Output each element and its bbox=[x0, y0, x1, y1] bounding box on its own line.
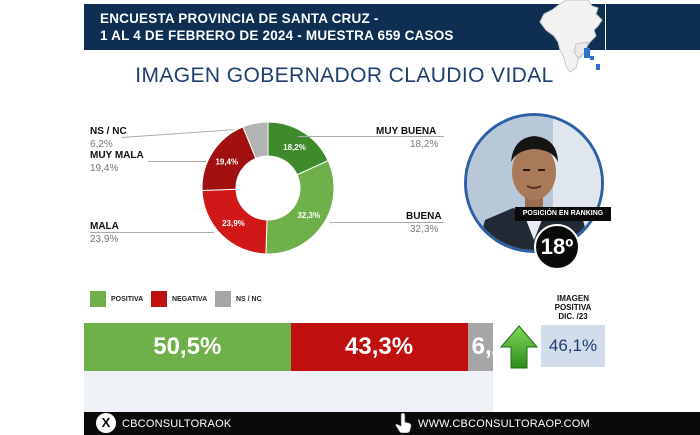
label-ns-nc: NS / NC bbox=[90, 126, 127, 137]
donut-data-label: 23,9% bbox=[222, 219, 245, 228]
legend-negativa: NEGATIVA bbox=[151, 291, 207, 307]
donut-chart: 18,2% 32,3% 23,9% 19,4% bbox=[201, 121, 335, 255]
legend-swatch-positiva bbox=[90, 291, 106, 307]
previous-value: 46,1% bbox=[541, 325, 605, 367]
value-mala: 23,9% bbox=[90, 234, 119, 245]
governor-photo bbox=[467, 116, 601, 250]
label-mala: MALA bbox=[90, 221, 119, 232]
header-line-2: 1 AL 4 DE FEBRERO DE 2024 - MUESTRA 659 … bbox=[100, 28, 454, 43]
chart-title: IMAGEN GOBERNADOR CLAUDIO VIDAL bbox=[135, 64, 554, 87]
value-muy-buena: 18,2% bbox=[410, 139, 439, 150]
donut-slice-buena bbox=[265, 159, 335, 255]
previous-label-line-3: DIC. /23 bbox=[558, 312, 588, 321]
donut-data-label: 19,4% bbox=[215, 157, 238, 166]
footer-bar bbox=[84, 412, 605, 435]
legend-text-negativa: NEGATIVA bbox=[172, 295, 208, 303]
legend-text-positiva: POSITIVA bbox=[111, 295, 144, 303]
legend-swatch-nsnc bbox=[215, 291, 231, 307]
argentina-map-icon bbox=[539, 0, 603, 73]
footer-social-handle[interactable]: CBCONSULTORAOK bbox=[122, 418, 232, 430]
donut-slice-ns-nc bbox=[242, 121, 269, 160]
legend-swatch-negativa bbox=[151, 291, 167, 307]
governor-photo-frame bbox=[464, 113, 604, 253]
bar-data-label: 50,5% bbox=[153, 333, 222, 360]
pointing-hand-icon bbox=[395, 413, 412, 433]
donut-data-label: 18,2% bbox=[283, 143, 306, 152]
leader-line-mala bbox=[90, 232, 214, 233]
previous-label-line-1: IMAGEN bbox=[557, 294, 589, 303]
right-margin bbox=[605, 0, 700, 435]
label-buena: BUENA bbox=[406, 211, 442, 222]
leader-line-muy-buena bbox=[298, 136, 444, 137]
leader-line-muy-mala bbox=[148, 161, 206, 162]
value-muy-mala: 19,4% bbox=[90, 163, 119, 174]
ranking-badge: 18º bbox=[534, 224, 580, 270]
legend-nsnc: NS / NC bbox=[215, 291, 262, 307]
left-margin bbox=[0, 0, 84, 435]
bar-segment-negativa: 43,3% bbox=[290, 323, 468, 371]
green-up-arrow-icon bbox=[500, 325, 538, 369]
label-muy-mala: MUY MALA bbox=[90, 150, 144, 161]
legend-text-nsnc: NS / NC bbox=[236, 295, 262, 303]
bar-segment-positiva: 50,5% bbox=[84, 323, 291, 371]
x-logo-icon[interactable]: X bbox=[96, 413, 116, 433]
previous-label: IMAGEN POSITIVA DIC. /23 bbox=[543, 294, 603, 321]
bar-data-label: 6,2% bbox=[471, 333, 493, 360]
ranking-label: POSICIÓN EN RANKING bbox=[515, 207, 611, 221]
footer-website[interactable]: WWW.CBCONSULTORAOP.COM bbox=[418, 418, 590, 430]
legend-positiva: POSITIVA bbox=[90, 291, 143, 307]
bar-data-label: 43,3% bbox=[345, 333, 414, 360]
header-banner: ENCUESTA PROVINCIA DE SANTA CRUZ - 1 AL … bbox=[84, 4, 605, 50]
bar-segment-ns-nc: 6,2% bbox=[467, 323, 493, 371]
label-muy-buena: MUY BUENA bbox=[376, 126, 437, 137]
header-extension bbox=[606, 4, 700, 50]
value-ns-nc: 6,2% bbox=[90, 139, 113, 150]
bar-shadow bbox=[84, 371, 493, 412]
header-line-1: ENCUESTA PROVINCIA DE SANTA CRUZ - bbox=[100, 11, 379, 26]
donut-data-label: 32,3% bbox=[297, 211, 320, 220]
value-buena: 32,3% bbox=[410, 224, 439, 235]
footer-left-margin bbox=[0, 412, 84, 435]
leader-line-buena bbox=[330, 222, 444, 223]
footer-extension bbox=[605, 412, 700, 435]
previous-label-line-2: POSITIVA bbox=[554, 303, 592, 312]
stacked-bar: 50,5% 43,3% 6,2% bbox=[84, 323, 493, 371]
